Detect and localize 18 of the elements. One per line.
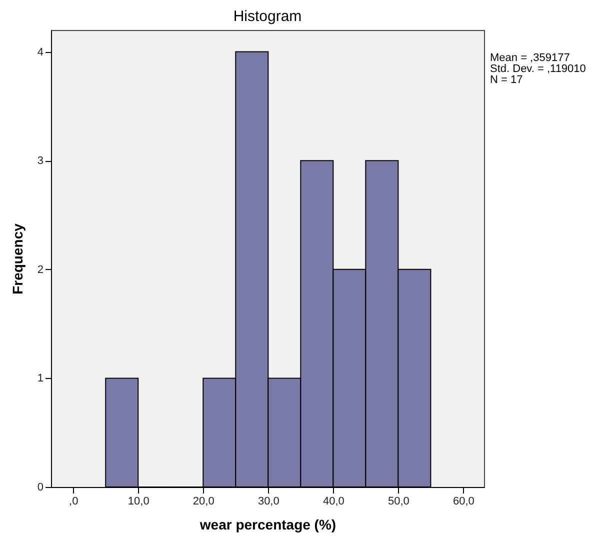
y-tick-label: 2	[37, 264, 44, 276]
x-tick-label: 40,0	[322, 496, 344, 508]
x-tick-label: ,0	[69, 496, 78, 508]
text: N = 17	[490, 74, 523, 86]
x-tick-label: 50,0	[388, 496, 410, 508]
text: Mean = ,359177	[490, 52, 570, 64]
y-tick-label: 1	[37, 372, 44, 385]
text: Std. Dev. = ,119010	[490, 63, 586, 75]
y-axis-title: Frequency	[9, 223, 26, 294]
x-axis-title: wear percentage (%)	[198, 516, 336, 532]
x-tick-label: 60,0	[452, 496, 474, 508]
chart-title: Histogram	[233, 8, 302, 25]
x-tick-label: 30,0	[258, 496, 280, 508]
x-tick-label: 10,0	[128, 496, 150, 508]
y-tick-label: 4	[37, 46, 44, 58]
y-tick-label: 0	[37, 482, 44, 494]
y-tick-label: 3	[37, 155, 44, 168]
x-tick-label: 20,0	[192, 496, 214, 508]
